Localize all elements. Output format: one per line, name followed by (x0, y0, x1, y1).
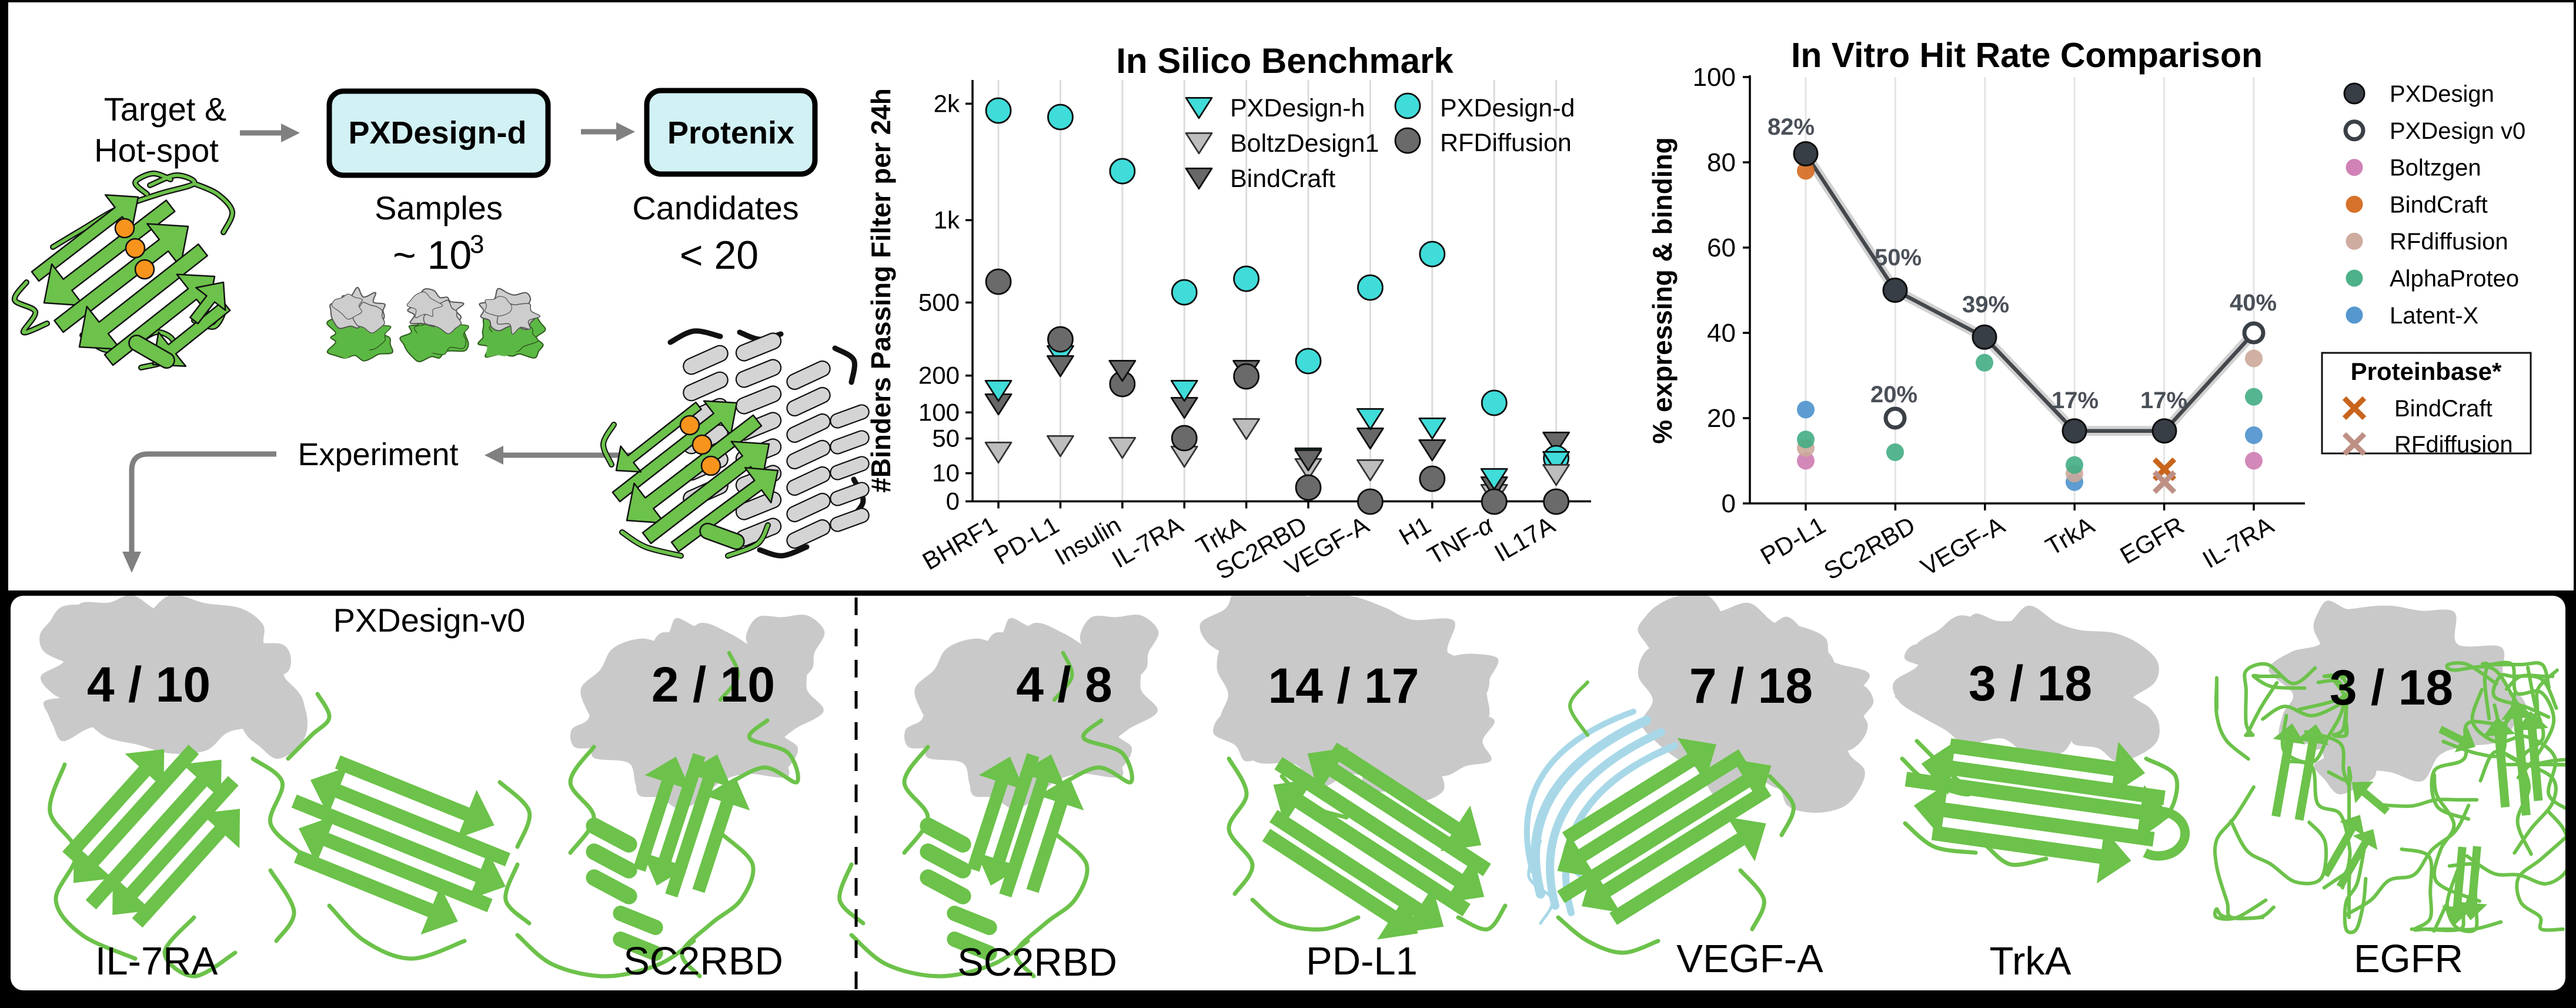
svg-text:In Vitro Hit Rate Comparison: In Vitro Hit Rate Comparison (1791, 36, 2263, 75)
svg-text:Target &: Target & (104, 91, 227, 128)
svg-text:3 / 18: 3 / 18 (2330, 660, 2453, 715)
svg-text:Proteinbase*: Proteinbase* (2351, 358, 2502, 385)
svg-text:50%: 50% (1875, 245, 1922, 271)
svg-text:TrkA: TrkA (1990, 939, 2072, 983)
svg-text:0: 0 (946, 488, 960, 515)
svg-text:Experiment: Experiment (298, 437, 458, 472)
svg-text:PXDesign v0: PXDesign v0 (2390, 118, 2525, 144)
svg-text:SC2RBD: SC2RBD (623, 939, 783, 983)
svg-text:2 / 10: 2 / 10 (651, 657, 775, 712)
svg-text:Protenix: Protenix (667, 115, 794, 151)
svg-text:PXDesign-d: PXDesign-d (1440, 94, 1575, 122)
svg-text:PXDesign-d: PXDesign-d (348, 115, 526, 151)
svg-text:~ 10: ~ 10 (393, 233, 472, 278)
svg-text:PXDesign-h: PXDesign-h (1230, 94, 1365, 122)
svg-text:100: 100 (1693, 63, 1736, 92)
svg-text:EGFR: EGFR (2354, 937, 2463, 981)
svg-text:AlphaProteo: AlphaProteo (2390, 266, 2519, 292)
svg-text:40%: 40% (2230, 290, 2277, 316)
svg-text:10: 10 (932, 459, 960, 487)
svg-text:20: 20 (1707, 404, 1736, 433)
svg-text:50: 50 (932, 425, 960, 452)
svg-text:7 / 18: 7 / 18 (1689, 658, 1813, 713)
svg-text:In Silico Benchmark: In Silico Benchmark (1116, 41, 1454, 81)
svg-text:39%: 39% (1962, 292, 2009, 318)
svg-text:BoltzDesign1: BoltzDesign1 (1230, 129, 1379, 158)
svg-text:3 / 18: 3 / 18 (1969, 656, 2092, 711)
svg-text:0: 0 (1722, 489, 1736, 518)
svg-text:2k: 2k (934, 89, 960, 117)
svg-text:4 / 8: 4 / 8 (1016, 657, 1112, 712)
svg-text:#Binders Passing Filter per 24: #Binders Passing Filter per 24h (866, 88, 896, 493)
svg-text:100: 100 (918, 398, 960, 426)
svg-text:SC2RBD: SC2RBD (957, 940, 1117, 984)
svg-text:80: 80 (1707, 148, 1736, 177)
svg-text:PXDesign-v0: PXDesign-v0 (333, 602, 526, 639)
svg-text:20%: 20% (1870, 382, 1917, 408)
svg-text:PD-L1: PD-L1 (1306, 939, 1418, 983)
svg-text:82%: 82% (1768, 114, 1815, 140)
svg-text:Boltzgen: Boltzgen (2390, 155, 2481, 181)
svg-text:% expressing & binding: % expressing & binding (1647, 137, 1678, 443)
svg-text:< 20: < 20 (680, 233, 759, 278)
svg-text:500: 500 (918, 288, 960, 316)
svg-text:4 / 10: 4 / 10 (87, 657, 211, 712)
svg-text:RFdiffusion: RFdiffusion (2390, 229, 2508, 255)
svg-text:17%: 17% (2052, 388, 2099, 413)
svg-text:Latent-X: Latent-X (2390, 303, 2478, 329)
svg-text:60: 60 (1707, 233, 1736, 262)
svg-text:VEGF-A: VEGF-A (1676, 937, 1823, 981)
svg-text:3: 3 (470, 230, 484, 259)
svg-text:BindCraft: BindCraft (1230, 165, 1335, 193)
svg-text:Candidates: Candidates (632, 189, 798, 226)
svg-text:PXDesign: PXDesign (2390, 81, 2494, 107)
svg-text:RFDiffusion: RFDiffusion (1440, 129, 1572, 157)
svg-text:14 / 17: 14 / 17 (1268, 658, 1419, 713)
svg-text:BindCraft: BindCraft (2394, 396, 2493, 422)
svg-text:Samples: Samples (375, 189, 503, 226)
svg-text:Hot-spot: Hot-spot (94, 132, 219, 169)
svg-text:BindCraft: BindCraft (2390, 192, 2488, 218)
svg-text:RFdiffusion: RFdiffusion (2394, 432, 2513, 458)
svg-text:17%: 17% (2140, 388, 2187, 413)
svg-text:1k: 1k (934, 206, 960, 233)
svg-text:IL-7RA: IL-7RA (95, 939, 218, 983)
svg-text:40: 40 (1707, 319, 1736, 348)
svg-text:200: 200 (918, 362, 960, 389)
